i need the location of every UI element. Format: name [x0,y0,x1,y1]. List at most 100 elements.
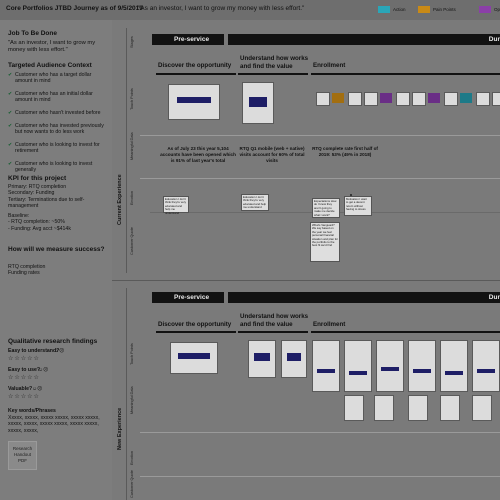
job-text: "As an investor, I want to grow my money… [8,40,96,53]
touchpoint-screenshot[interactable] [170,342,218,374]
stage-understand: Understand how works and find the value [240,313,309,328]
legend-swatch-opportunity [479,6,491,13]
flow-screen[interactable] [444,92,458,106]
enrollment-screen[interactable] [312,340,340,392]
check-icon: ✔ [8,142,13,148]
stage-discover: Discover the opportunity [158,62,232,69]
stage-underline [156,73,236,75]
flow-screen[interactable] [412,92,426,106]
section-rule [126,288,127,500]
touchpoint-screenshot[interactable] [281,340,307,378]
pain-point-marker [332,93,344,103]
quote-bubble: Education I don't think they're very edu… [163,196,189,214]
data-note: RTQ Q1 mobile (web + native) visits acco… [239,146,305,163]
faces-icon: ☺☹ [32,386,43,392]
faces-icon: ☺☹ [54,348,65,354]
kpi-line: Tertiary: Terminations due to self-manag… [8,196,85,210]
screenshot-banner [249,97,267,107]
row-divider [140,476,500,477]
quote-bubble: Education I don't think they're very edu… [241,194,269,211]
flow-screen[interactable] [396,92,410,106]
enrollment-screen[interactable] [376,340,404,392]
check-icon: ✔ [8,110,13,116]
phase-during: Dur [228,292,500,303]
enrollment-screen[interactable] [408,340,436,392]
screen-button [413,369,431,373]
row-label-emotion: Emotion [130,451,134,465]
opportunity-marker [428,93,440,103]
screenshot-banner [287,353,301,361]
flow-screen[interactable] [348,92,362,106]
enrollment-screen[interactable] [344,395,364,421]
qual-easy-use-label: Easy to use? [8,367,41,373]
baseline-list: Baseline: - RTQ completion: ~50% - Fundi… [8,213,108,232]
legend-swatch-action [378,6,390,13]
legend-label-pain-points: Pain Points [433,7,456,12]
enrollment-screen[interactable] [408,395,428,421]
action-marker [460,93,472,103]
faces-icon: ☺☹ [38,367,49,373]
enrollment-screen[interactable] [472,395,492,421]
flow-screen[interactable] [492,92,500,106]
enrollment-screen[interactable] [344,340,372,392]
kpi-line: Primary: RTQ completion [8,184,67,190]
phase-preservice: Pre-service [152,292,224,303]
row-label-data: Meaningful Data [130,386,134,414]
measure-list: RTQ completion Funding rates [8,264,108,277]
row-label-touch-points: Touch Points [130,343,134,365]
baseline-line: - RTQ completion: ~50% [8,219,65,226]
pdf-label: Research Handout PDF [12,446,33,463]
row-label-data: Meaningful Data [130,132,134,160]
touchpoint-screenshot[interactable] [242,82,274,124]
section-label-current: Current Experience [117,174,123,225]
measure-line: Funding rates [8,270,40,277]
star-rating-use[interactable]: ☆☆☆☆☆ [8,375,40,381]
flow-screen[interactable] [316,92,330,106]
measure-heading: How will we measure success? [8,246,105,253]
quote-bubble: Motivation I want to get a decent return… [344,196,372,216]
row-label-quote: Customer Quote [130,227,134,255]
screen-button [445,371,463,375]
stage-underline [238,331,308,333]
enrollment-screen[interactable] [472,340,500,392]
keywords-heading: Key words/Phrases [8,408,56,414]
section-rule [126,28,127,273]
touchpoint-screenshot[interactable] [248,340,276,378]
opportunity-marker [380,93,392,103]
check-icon: ✔ [8,123,13,129]
audience-item: Customer who is looking to invest for re… [15,142,100,155]
enrollment-screen[interactable] [440,395,460,421]
flow-screen[interactable] [476,92,490,106]
job-heading: Job To Be Done [8,30,57,37]
enrollment-screen[interactable] [440,340,468,392]
header-bar [0,0,500,20]
qual-valuable-label: Valuable? [8,386,33,392]
star-rating-understand[interactable]: ☆☆☆☆☆ [8,356,40,362]
stage-underline [311,73,500,75]
screenshot-banner [177,97,211,103]
enrollment-screen[interactable] [374,395,394,421]
audience-item: Customer who hasn't invested before [15,110,101,116]
stage-enrollment: Enrollment [313,62,346,69]
row-label-touch-points: Touch Points [130,88,134,110]
phase-preservice: Pre-service [152,34,224,45]
qual-easy-understand-label: Easy to understand? [8,348,60,354]
audience-item: Customer who has a target dollar amount … [15,72,92,85]
screen-button [349,371,367,375]
legend-label-opportunity: Op [494,7,500,12]
screen-button [317,369,335,373]
flow-screen[interactable] [364,92,378,106]
stage-underline [238,73,308,75]
page-title: Core Portfolios JTBD Journey as of 9/5/2… [6,5,143,12]
measure-line: RTQ completion [8,264,46,270]
star-rating-valuable[interactable]: ☆☆☆☆☆ [8,394,40,400]
page-subtitle: "As an investor, I want to grow my money… [138,5,305,12]
enrollment-flow-strip [316,90,500,106]
stage-enrollment: Enrollment [313,321,346,328]
research-handout-pdf-link[interactable]: Research Handout PDF [8,441,37,470]
baseline-line: - Funding: Avg acct ~$414k [8,225,71,232]
screen-button [381,367,399,371]
kpi-line: Secondary: Funding [8,190,55,197]
section-separator [112,280,500,281]
touchpoint-screenshot[interactable] [168,84,220,120]
